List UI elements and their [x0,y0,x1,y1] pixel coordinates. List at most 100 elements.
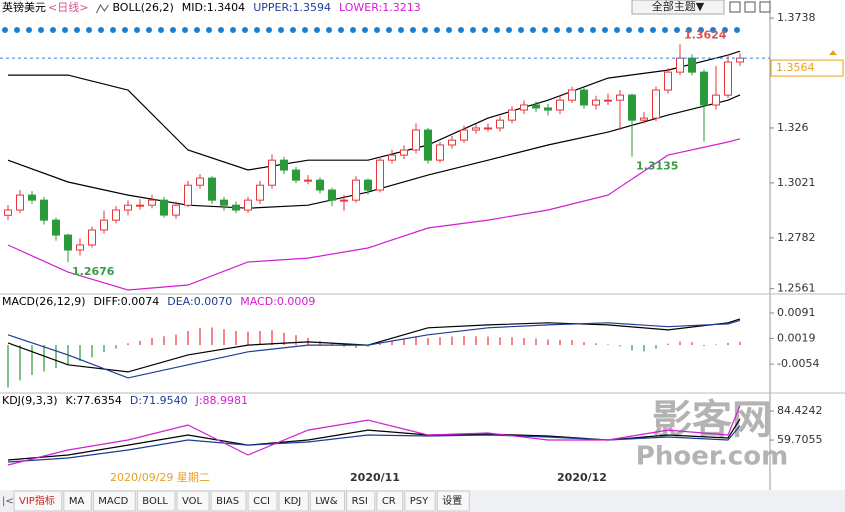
macd-bar [511,337,513,346]
candle-body [472,127,480,131]
macd-bar [727,342,729,346]
tab-label[interactable]: BIAS [216,496,239,507]
tab-label[interactable]: PSY [410,496,429,507]
candle-body [616,94,624,101]
toolbar-icons[interactable] [729,1,771,13]
macd-bar [535,338,537,346]
candle-body [256,184,264,201]
extreme-label: 1.3135 [636,160,678,173]
watermark-site: Phoer.com [636,442,788,472]
macd-bar [607,344,609,346]
tab-nav[interactable]: |< [2,496,14,507]
x-tick-label: 2020/12 [557,471,607,484]
candle-body [304,179,312,182]
macd-bar [523,338,525,346]
candle-body [508,109,516,121]
candle-body [16,194,24,211]
candle-body [496,119,504,129]
tab[interactable] [376,490,404,512]
macd-bar [355,345,357,348]
macd-bar [103,345,105,353]
indicator-line [8,50,741,171]
indicator-line [7,138,741,291]
candle-body [280,159,288,171]
tab[interactable] [92,490,136,512]
tab[interactable] [404,490,436,512]
candle-body [412,129,420,151]
extreme-label: 1.2676 [72,265,115,278]
candle-body [136,204,144,207]
tab-label[interactable]: VIP指标 [19,494,55,507]
candle-body [340,199,348,202]
tab[interactable] [13,490,63,512]
tab-label[interactable]: BOLL [142,496,168,507]
candle-body [292,169,300,181]
candle-body [484,127,492,130]
tab[interactable] [436,490,470,512]
macd-bar [403,338,405,346]
candle-body [196,177,204,186]
macd-bar [343,345,345,347]
candle-body [724,61,732,96]
macd-bar [139,340,141,346]
extreme-label: 1.3624 [684,28,727,41]
indicator-line [7,319,741,379]
macd-bar [187,330,189,346]
tab[interactable] [176,490,210,512]
y-tick-label: 0.0019 [777,331,816,344]
symbol-title: 英镑美元 [2,0,46,14]
tab-label[interactable]: 设置 [442,495,462,507]
tab-label[interactable]: CR [382,496,396,507]
tab[interactable] [210,490,247,512]
indicator-name: MACD(26,12,9) [2,295,86,308]
candle-body [364,179,372,191]
candle-body [64,234,72,251]
tab-label[interactable]: RSI [352,496,368,507]
tab-label[interactable]: LW& [315,496,338,507]
macd-bar [283,332,285,346]
candle-body [652,89,660,119]
candle-body [688,57,696,73]
macd-bar [19,345,21,381]
y-tick-label: -0.0054 [777,357,819,370]
icon[interactable] [744,1,756,13]
indicator-value: MID:1.3404 [182,1,245,14]
tab[interactable] [247,490,278,512]
y-tick-label: 0.0091 [777,306,816,319]
tab-label[interactable]: MACD [98,496,128,507]
macd-bar [547,339,549,346]
candle-body [736,57,744,63]
candle-body [148,199,156,206]
last-price-box [770,59,844,77]
icon[interactable] [729,1,741,13]
tab-label[interactable]: MA [69,496,85,507]
candle-body [676,57,684,73]
tab-label[interactable]: CCI [253,496,270,507]
tab[interactable] [63,490,92,512]
macd-bar [715,344,717,346]
tab[interactable] [309,490,346,512]
watermark-title: 影客网 [652,397,772,443]
macd-bar [499,337,501,346]
tab-label[interactable]: KDJ [284,496,301,507]
macd-bar [151,338,153,346]
tab[interactable] [346,490,376,512]
y-tick-label: 1.2782 [777,231,816,244]
tab[interactable] [136,490,176,512]
candle-body [664,71,672,91]
candle-body [52,219,60,236]
macd-bar [571,340,573,346]
theme-button[interactable] [631,0,725,15]
macd-bar [295,335,297,346]
candle-body [628,94,636,121]
candle-body [640,117,648,121]
theme-button-label[interactable]: 全部主题▼ [652,0,705,13]
candle-body [172,204,180,216]
tab[interactable] [278,490,309,512]
macd-bar [247,331,249,346]
candle-body [424,129,432,161]
candle-body [316,179,324,191]
icon[interactable] [759,1,771,13]
tab-label[interactable]: VOL [182,496,203,507]
